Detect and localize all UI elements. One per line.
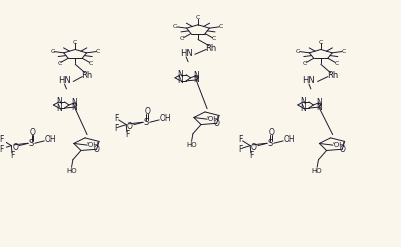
Text: N: N xyxy=(315,103,321,112)
Text: C: C xyxy=(172,24,177,29)
Text: C: C xyxy=(180,36,184,41)
Text: C: C xyxy=(302,61,306,66)
Text: O: O xyxy=(30,128,36,138)
Text: HO: HO xyxy=(311,168,322,174)
Text: S: S xyxy=(29,139,34,148)
Text: C: C xyxy=(57,61,61,66)
Text: Rh: Rh xyxy=(326,71,338,80)
Text: HN: HN xyxy=(302,76,314,85)
Text: OH: OH xyxy=(45,135,56,144)
Text: HN: HN xyxy=(179,49,192,58)
Text: F: F xyxy=(237,135,242,144)
Text: S: S xyxy=(144,118,149,127)
Text: N: N xyxy=(177,70,183,79)
Text: C: C xyxy=(318,40,322,45)
Text: S: S xyxy=(267,139,272,148)
Text: N: N xyxy=(193,76,198,84)
Text: N: N xyxy=(71,98,77,107)
Text: O: O xyxy=(268,128,274,138)
Text: N: N xyxy=(193,71,198,80)
Text: C: C xyxy=(73,40,77,45)
Text: 'OH: 'OH xyxy=(331,142,344,148)
Text: O: O xyxy=(338,145,344,154)
Text: C: C xyxy=(50,49,55,54)
Text: N: N xyxy=(56,97,62,106)
Text: F: F xyxy=(125,130,130,139)
Text: OH: OH xyxy=(283,135,295,144)
Text: HN: HN xyxy=(58,76,71,85)
Text: F: F xyxy=(0,135,3,144)
Text: HO: HO xyxy=(66,168,77,174)
Text: C: C xyxy=(195,15,200,20)
Text: N: N xyxy=(315,98,321,107)
Text: C: C xyxy=(89,61,93,66)
Text: C: C xyxy=(211,36,215,41)
Text: F: F xyxy=(0,145,3,154)
Text: C: C xyxy=(334,61,338,66)
Text: F: F xyxy=(10,151,15,160)
Text: N: N xyxy=(71,103,77,112)
Text: C: C xyxy=(340,49,345,54)
Text: O: O xyxy=(144,107,150,117)
Text: N: N xyxy=(177,76,183,85)
Text: N: N xyxy=(56,103,62,113)
Text: F: F xyxy=(249,151,253,160)
Text: N: N xyxy=(300,103,306,113)
Text: O: O xyxy=(12,143,18,152)
Text: Rh: Rh xyxy=(81,71,93,80)
Text: O: O xyxy=(213,119,219,128)
Text: C: C xyxy=(218,24,223,29)
Text: O: O xyxy=(93,145,99,154)
Text: F: F xyxy=(237,145,242,154)
Text: F: F xyxy=(113,114,118,123)
Text: OH: OH xyxy=(159,114,171,123)
Text: O: O xyxy=(251,143,256,152)
Text: C: C xyxy=(95,49,100,54)
Text: 'OH: 'OH xyxy=(206,116,219,122)
Text: F: F xyxy=(113,124,118,133)
Text: 'OH: 'OH xyxy=(86,142,99,148)
Text: HO: HO xyxy=(186,142,196,148)
Text: C: C xyxy=(295,49,300,54)
Text: Rh: Rh xyxy=(205,44,216,53)
Text: N: N xyxy=(300,97,306,106)
Text: O: O xyxy=(127,122,133,131)
